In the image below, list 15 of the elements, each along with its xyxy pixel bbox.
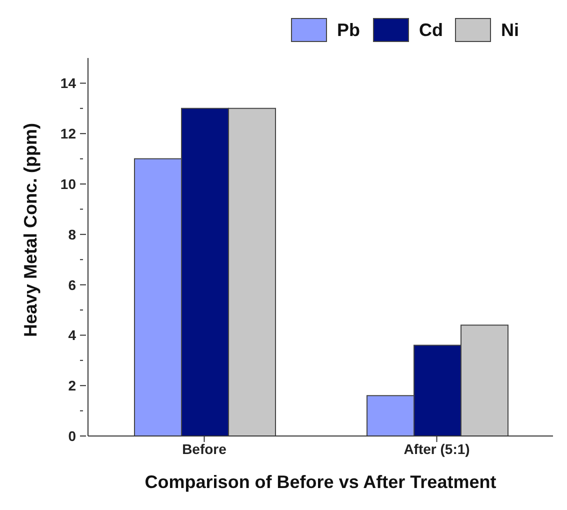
y-axis-title: Heavy Metal Conc. (ppm): [20, 122, 40, 337]
legend-label: Pb: [337, 20, 362, 40]
x-axis-title: Comparison of Before vs After Treatment: [144, 472, 496, 492]
y-tick-label: 0: [68, 428, 76, 444]
legend-label: Ni: [501, 20, 520, 40]
y-tick-label: 2: [68, 378, 76, 394]
legend-label: Cd: [419, 20, 444, 40]
y-tick-label: 8: [68, 226, 76, 242]
x-tick-label: After (5:1): [404, 440, 470, 457]
y-tick-label: 10: [60, 176, 76, 192]
x-tick-label: Before: [182, 440, 227, 457]
y-tick-label: 14: [60, 75, 76, 92]
y-tick-label: 12: [60, 126, 76, 142]
y-tick-label: 6: [68, 276, 76, 293]
y-tick-label: 4: [68, 327, 76, 344]
